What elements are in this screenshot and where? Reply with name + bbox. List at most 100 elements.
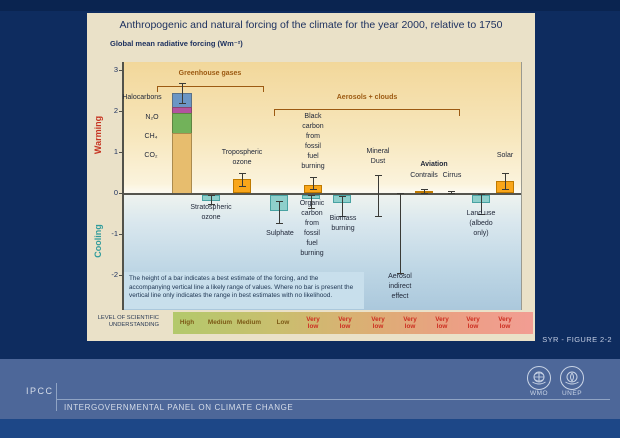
wmo-label: WMO [529,390,549,397]
y-tick-label: 2 [113,106,118,115]
wmo-logo-icon [527,366,551,390]
bar-segment-ch₄ [172,113,192,134]
unep-logo-icon [560,366,584,390]
error-cap-bottom [396,272,404,274]
error-cap-bottom [447,193,455,194]
losu-entry: Medium [236,319,262,327]
chart-label-halocarbons: Halocarbons [122,94,162,101]
error-cap-top [307,194,315,196]
error-cap-top [238,172,246,174]
losu-entry: Very low [371,315,385,330]
chart-label-aerosol: Aerosol indirect effect [388,273,412,300]
error-cap-bottom [374,215,382,217]
chart-label-co-: CO₂ [144,152,158,159]
losu-entry: Very low [403,315,417,330]
error-cap-top [396,193,404,194]
losu-entry: Very low [498,315,512,330]
y-tick-label: -1 [111,229,118,238]
losu-entry: High [179,319,195,327]
error-bar-sulphate [279,201,280,223]
chart-label-biomass: Biomass burning [329,215,357,232]
losu-entry: Medium [207,319,233,327]
losu-entry: Very low [466,315,480,330]
error-bar-land-use-albedo [481,193,482,214]
zero-line [124,193,521,195]
error-cap-bottom [309,188,317,190]
y-tick-label: -2 [111,270,118,279]
chart-label-aviation: Aviation [420,161,448,168]
bottom-border-strip [0,419,620,438]
error-cap-bottom [477,213,485,215]
error-cap-top [501,172,509,174]
error-cap-bottom [338,215,346,217]
error-cap-bottom [501,188,509,190]
error-bar-biomass-burning [342,195,343,216]
error-cap-top [477,193,485,195]
error-bar-black-carbon-fossil-fuel [313,176,314,189]
chart-label-land-use: Land use (albedo only) [466,210,496,237]
error-bar-cirrus [451,190,452,193]
cooling-axis-label: Cooling [93,224,103,258]
y-tick-mark [119,70,123,71]
chart-label-organic: Organic carbon from fossil fuel burning [299,200,325,257]
error-bar-tropospheric-ozone [242,172,243,186]
losu-entry: Very low [435,315,449,330]
losu-strip: High Medium Medium Low Very low Very low Very … [173,312,533,334]
error-cap-bottom [207,204,215,206]
y-tick-mark [119,193,123,194]
error-cap-top [207,195,215,197]
y-tick-label: 0 [113,188,118,197]
losu-axis-title: LEVEL OF SCIENTIFIC UNDERSTANDING [97,315,159,328]
chart-label-contrails: Contrails [410,172,438,179]
error-bar-aerosol-indirect-effect [400,193,401,273]
error-cap-top [338,195,346,197]
figure-reference: SYR - FIGURE 2-2 [542,335,612,344]
error-cap-top [275,201,283,203]
error-cap-top [374,174,382,176]
bracket-line [274,109,460,110]
bar-segment-co₂ [172,133,192,193]
error-bar-solar [505,172,506,189]
footer-band: IPCC INTERGOVERNMENTAL PANEL ON CLIMATE … [0,359,620,419]
error-bar-greenhouse-gases [182,83,183,103]
bracket-end-right [263,86,264,92]
bracket-end-right [459,109,460,116]
error-cap-bottom [238,185,246,187]
bar-segment-n₂o [172,107,192,114]
figure-panel: Anthropogenic and natural forcing of the… [87,13,535,341]
plot-area: The height of a bar indicates a best est… [93,62,522,310]
error-cap-bottom [178,102,186,104]
losu-entry: Low [276,319,290,327]
chart-label-solar: Solar [496,152,514,159]
bracket-end-left [157,86,158,92]
y-tick-mark [119,152,123,153]
bracket-label-greenhouse-gases: Greenhouse gases [178,70,242,77]
chart-label-cirrus: Cirrus [442,172,462,179]
bracket-label-aerosols-clouds: Aerosols + clouds [336,94,398,101]
footer-vertical-divider [56,383,57,411]
error-cap-top [309,176,317,178]
losu-entry: Very low [338,315,352,330]
bracket-end-left [274,109,275,116]
y-tick-label: 3 [113,65,118,74]
error-cap-top [178,83,186,85]
error-cap-bottom [275,222,283,224]
error-cap-bottom [307,207,315,209]
chart-label-sulphate: Sulphate [266,230,294,237]
chart-label-mineral: Mineral Dust [366,148,390,165]
warming-axis-label: Warming [93,115,103,155]
top-border-strip [0,0,620,11]
chart-label-black: Black carbon from fossil fuel burning [301,113,325,170]
error-cap-bottom [420,192,428,194]
chart-label-tropospheric: Tropospheric ozone [221,149,263,166]
unep-label: UNEP [561,390,583,397]
error-cap-top [447,190,455,192]
losu-entry: Very low [306,315,320,330]
footnote-box: The height of a bar indicates a best est… [124,272,364,309]
chart-label-n-o: N₂O [145,114,159,121]
chart-label-stratospheric: Stratospheric ozone [190,204,232,221]
chart-y-axis-caption: Global mean radiative forcing (Wm⁻²) [110,39,243,48]
y-tick-label: 1 [113,147,118,156]
error-bar-contrails [424,188,425,193]
